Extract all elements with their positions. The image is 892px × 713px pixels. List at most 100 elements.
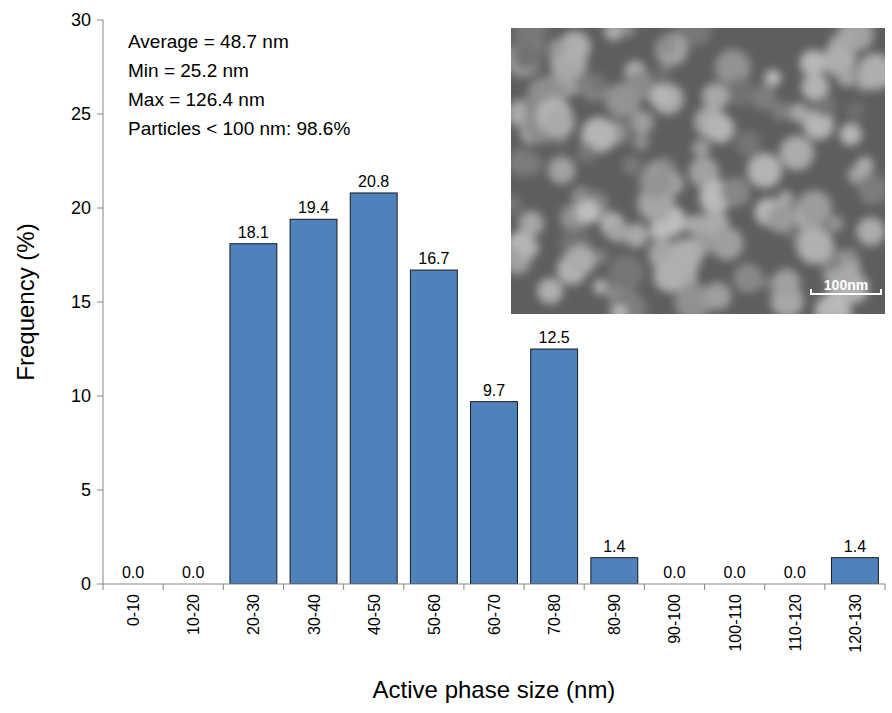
inset-particle xyxy=(605,83,640,118)
inset-particle xyxy=(537,278,563,304)
inset-particle xyxy=(747,153,782,188)
inset-particle xyxy=(655,64,671,80)
x-tick-label: 100-110 xyxy=(727,594,744,652)
inset-particle xyxy=(772,101,792,121)
x-tick xyxy=(584,584,585,590)
inset-particle xyxy=(766,204,795,233)
scale-bar xyxy=(811,293,881,295)
bar xyxy=(290,219,337,584)
x-tick xyxy=(885,584,886,590)
inset-particle xyxy=(657,36,677,56)
inset-particle xyxy=(837,68,856,87)
inset-particle xyxy=(548,157,575,184)
inset-particle xyxy=(593,279,608,294)
inset-particle xyxy=(604,28,624,41)
inset-particle xyxy=(630,111,653,134)
inset-particle xyxy=(612,305,627,314)
annotation: Particles < 100 nm: 98.6% xyxy=(128,118,350,139)
inset-particle xyxy=(622,156,641,175)
y-tick-label: 0 xyxy=(81,574,91,594)
bar xyxy=(230,244,277,584)
inset-particle xyxy=(764,70,781,87)
inset-particle xyxy=(796,227,833,264)
x-axis-title: Active phase size (nm) xyxy=(373,676,616,703)
inset-particle xyxy=(622,28,636,36)
data-label: 0.0 xyxy=(663,564,685,581)
x-tick xyxy=(764,584,765,590)
inset-background xyxy=(511,28,885,314)
data-label: 19.4 xyxy=(298,199,329,216)
inset-particle xyxy=(838,28,874,52)
bar xyxy=(531,349,578,584)
data-label: 18.1 xyxy=(238,224,269,241)
x-tick-label: 90-100 xyxy=(666,594,683,644)
inset-particle xyxy=(800,50,826,76)
y-tick-label: 25 xyxy=(71,104,91,124)
y-tick xyxy=(97,302,103,303)
inset-particle xyxy=(565,245,595,275)
x-tick xyxy=(223,584,224,590)
inset-particle xyxy=(844,249,858,263)
inset-particle xyxy=(576,200,600,224)
inset-particle xyxy=(840,123,862,145)
inset-particle xyxy=(827,215,844,232)
inset-particle xyxy=(706,114,735,143)
inset-particle xyxy=(790,103,810,123)
inset-particle xyxy=(513,28,547,45)
inset-particle xyxy=(519,153,542,176)
x-axis xyxy=(103,584,885,585)
y-tick-label: 10 xyxy=(71,386,91,406)
y-tick-label: 5 xyxy=(81,480,91,500)
inset-particle xyxy=(726,78,754,106)
data-label: 1.4 xyxy=(603,538,625,555)
y-axis-title: Frequency (%) xyxy=(12,223,39,380)
inset-image xyxy=(511,28,885,314)
data-label: 0.0 xyxy=(122,564,144,581)
inset-particle xyxy=(577,144,596,163)
bar xyxy=(831,558,878,584)
inset-particle xyxy=(607,221,629,243)
inset-particle xyxy=(777,191,793,207)
y-tick xyxy=(97,396,103,397)
x-tick-label: 70-80 xyxy=(546,594,563,635)
data-label: 16.7 xyxy=(418,250,449,267)
data-label: 20.8 xyxy=(358,173,389,190)
x-tick-label: 30-40 xyxy=(306,594,323,635)
x-tick xyxy=(824,584,825,590)
inset-particle xyxy=(857,217,885,245)
y-tick xyxy=(97,20,103,21)
inset-particle xyxy=(815,96,836,117)
data-label: 1.4 xyxy=(844,538,866,555)
inset-particle xyxy=(511,195,521,215)
data-label: 12.5 xyxy=(539,329,570,346)
inset-particle xyxy=(684,215,704,235)
inset-particle xyxy=(655,33,688,66)
x-tick-label: 20-30 xyxy=(245,594,262,635)
inset-particle xyxy=(543,107,574,138)
inset-particle xyxy=(733,263,762,292)
x-tick xyxy=(524,584,525,590)
y-tick xyxy=(97,114,103,115)
bar xyxy=(591,558,638,584)
inset-particle xyxy=(632,133,649,150)
inset-particle xyxy=(797,190,831,224)
y-tick xyxy=(97,584,103,585)
y-tick-label: 20 xyxy=(71,198,91,218)
y-tick-label: 15 xyxy=(71,292,91,312)
x-tick xyxy=(704,584,705,590)
y-tick-label: 30 xyxy=(71,10,91,30)
scale-bar xyxy=(810,289,812,295)
x-tick xyxy=(463,584,464,590)
inset-particle xyxy=(855,157,873,175)
inset-particle xyxy=(736,131,761,156)
x-tick-label: 60-70 xyxy=(486,594,503,635)
data-label: 9.7 xyxy=(483,382,505,399)
annotation: Average = 48.7 nm xyxy=(128,31,289,52)
y-tick xyxy=(97,490,103,491)
inset-particle xyxy=(772,269,800,297)
x-tick xyxy=(163,584,164,590)
inset-particle xyxy=(563,79,580,96)
x-tick-label: 40-50 xyxy=(366,594,383,635)
bar xyxy=(410,270,457,584)
x-tick-label: 120-130 xyxy=(847,594,864,653)
